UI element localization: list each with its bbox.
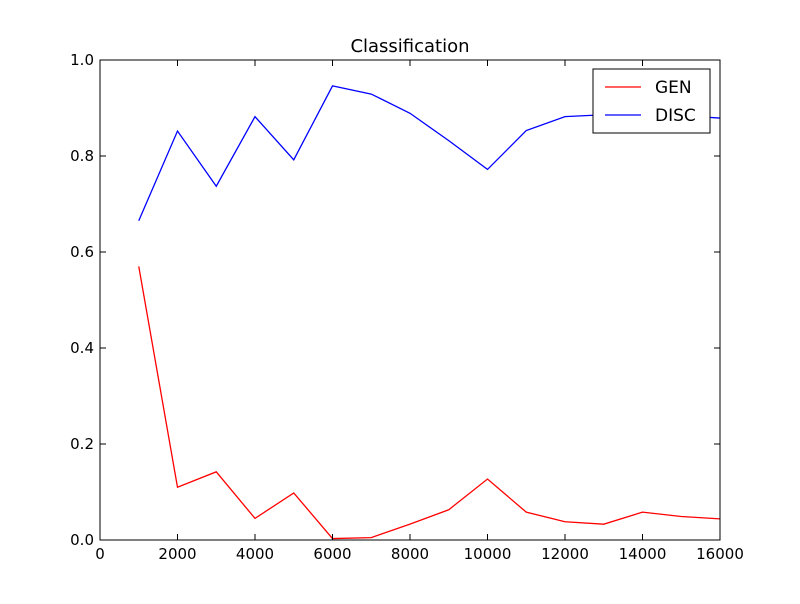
- x-tick-label: 8000: [391, 545, 429, 563]
- legend-label-gen: GEN: [655, 78, 692, 98]
- x-tick-label: 14000: [619, 545, 667, 563]
- x-tick-label: 6000: [313, 545, 351, 563]
- x-tick-label: 12000: [541, 545, 589, 563]
- legend: GEN DISC: [592, 68, 711, 134]
- x-tick-label: 10000: [464, 545, 512, 563]
- series-layer: [138, 85, 720, 540]
- x-tick-label: 4000: [236, 545, 274, 563]
- x-tick-label: 16000: [696, 545, 744, 563]
- chart-title: Classification: [350, 36, 469, 57]
- legend-box: [592, 68, 711, 134]
- y-tick-label: 0.2: [70, 435, 94, 453]
- y-tick-label: 1.0: [70, 51, 94, 69]
- y-tick-label: 0.8: [70, 147, 94, 165]
- y-tick-label: 0.4: [70, 339, 94, 357]
- y-tick-label: 0.0: [70, 531, 94, 549]
- x-tick-label: 2000: [158, 545, 196, 563]
- ticks-layer: 0 2000 4000 6000 8000 10000 12000 14000 16000 0.0…: [70, 51, 744, 563]
- legend-label-disc: DISC: [655, 106, 696, 126]
- y-tick-label: 0.6: [70, 243, 94, 261]
- series-line-gen: [138, 266, 720, 540]
- x-tick-label: 0: [95, 545, 105, 563]
